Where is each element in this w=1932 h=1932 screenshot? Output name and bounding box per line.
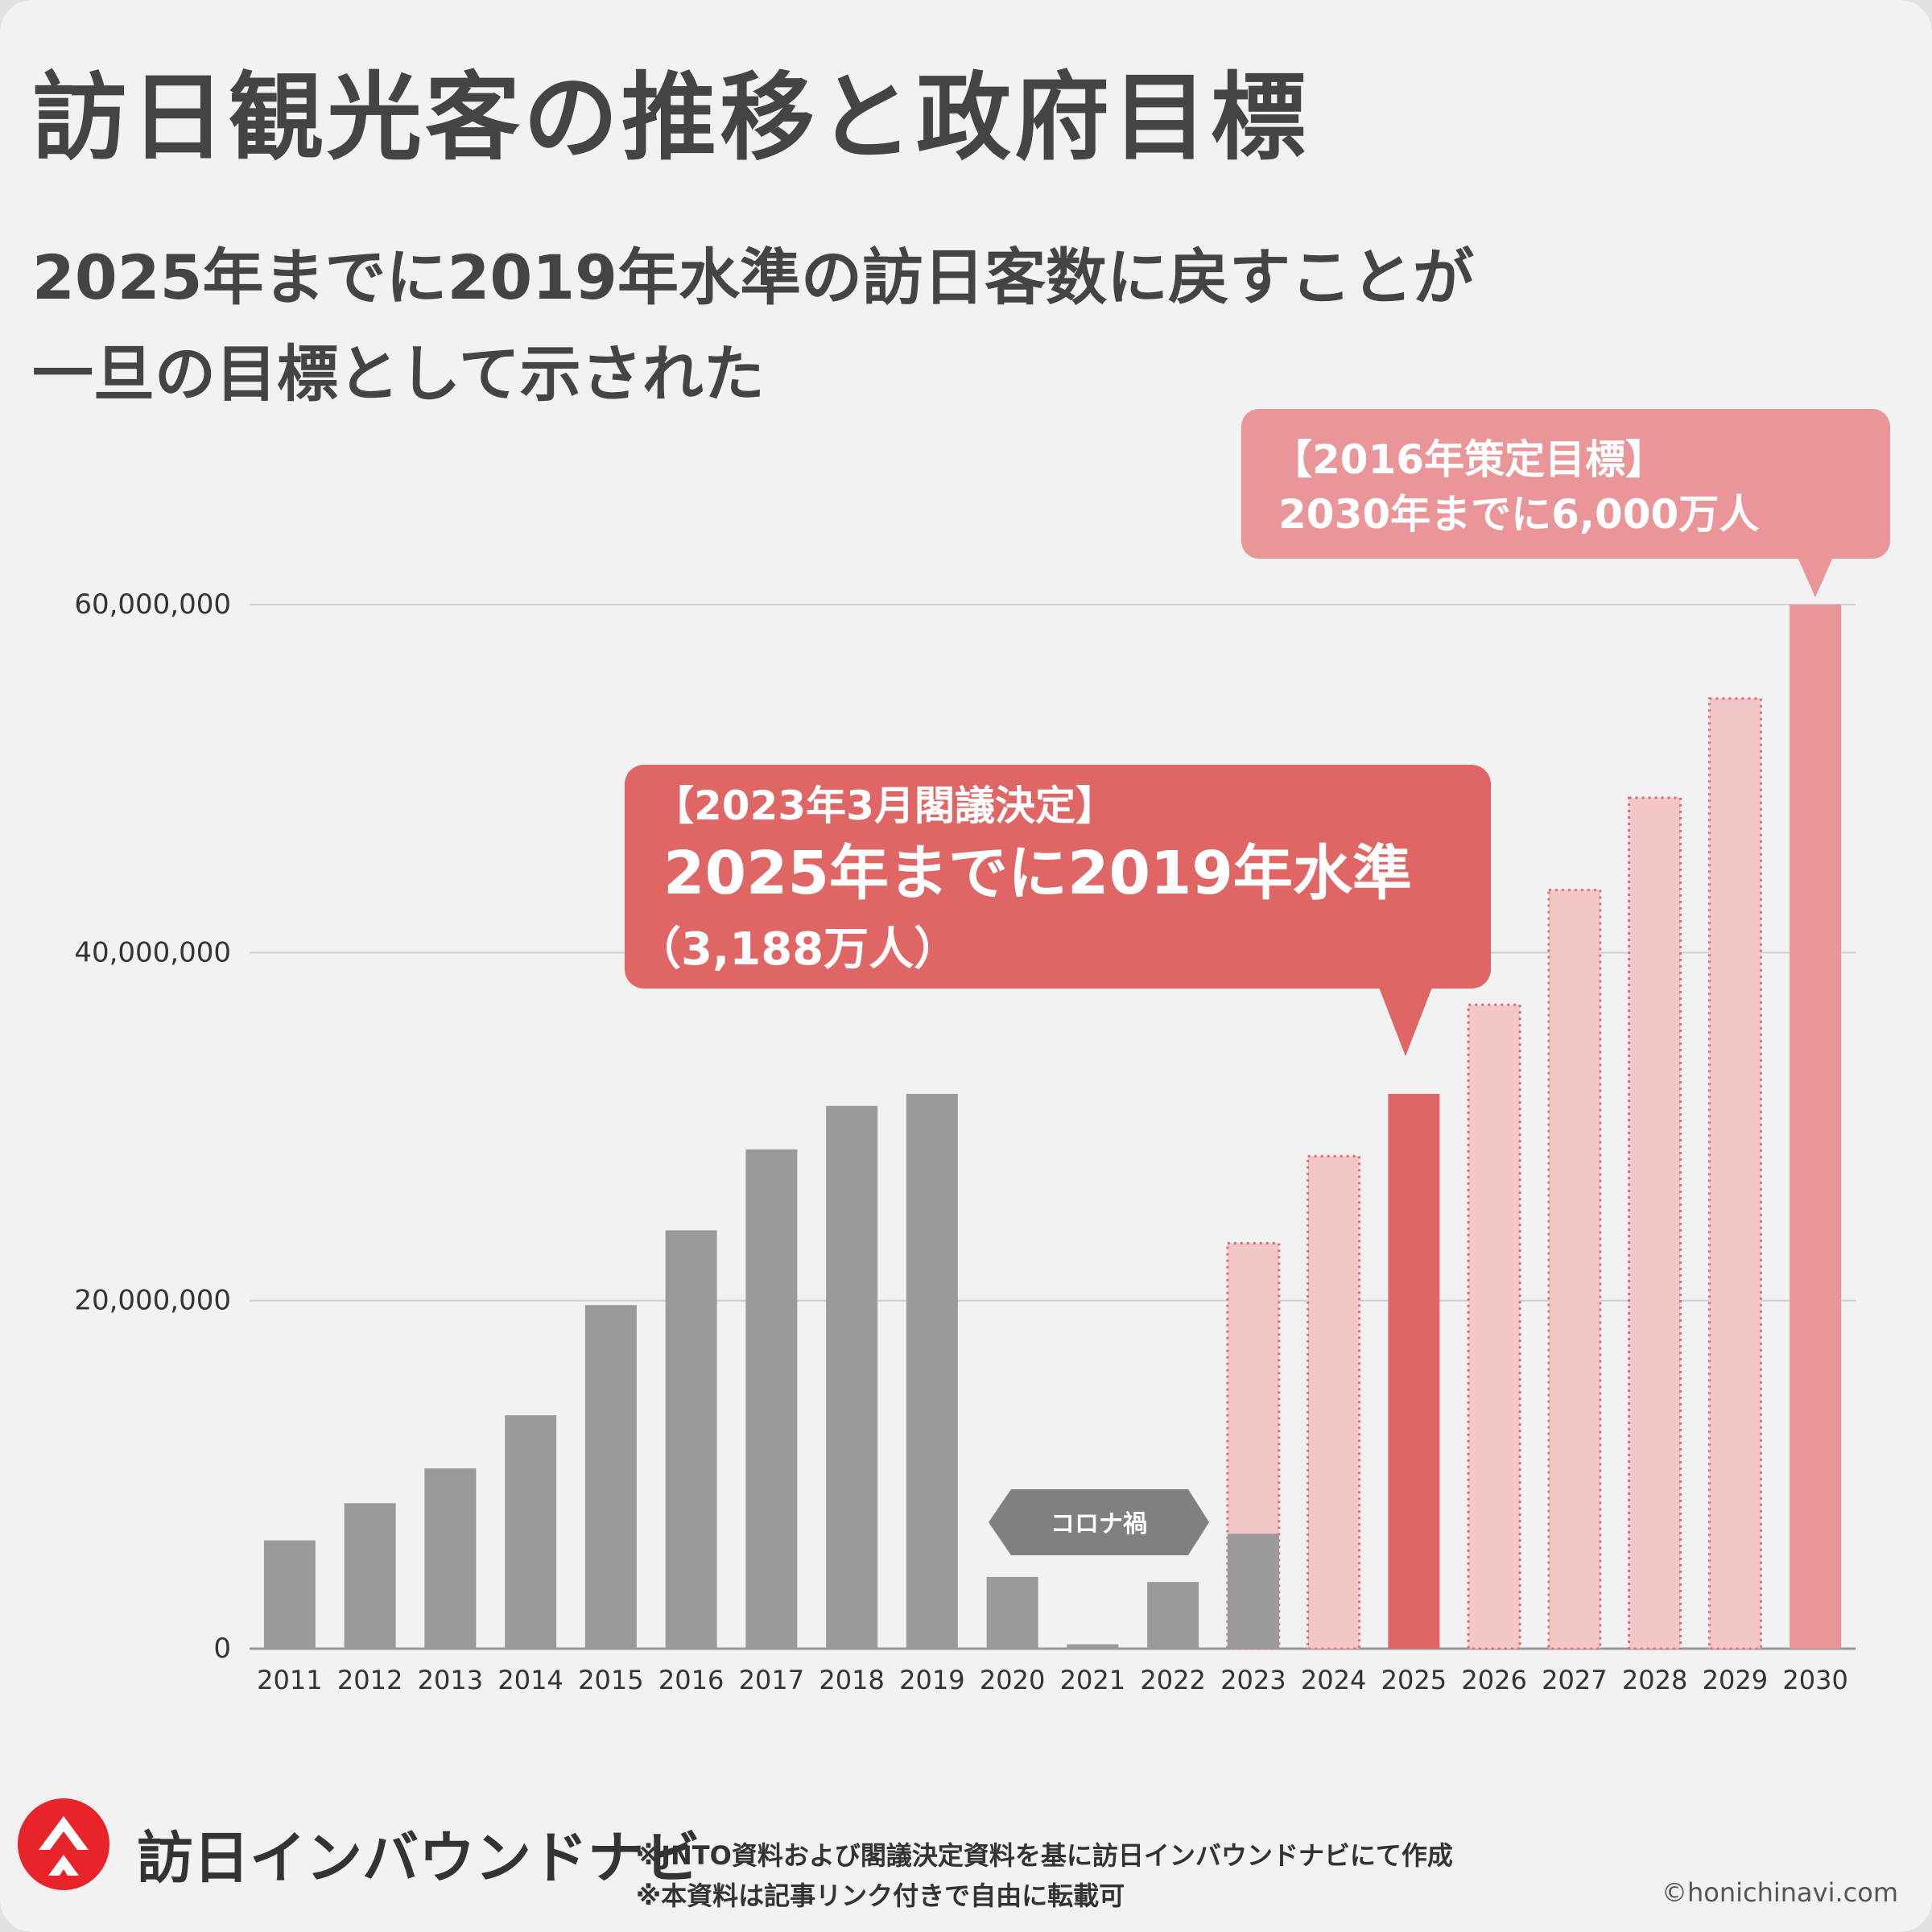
bar-actual-2018 — [826, 1105, 878, 1649]
x-tick-label: 2023 — [1220, 1665, 1286, 1695]
callout-2030-line-1: 【2016年策定目標】 — [1272, 436, 1666, 483]
logo-circle — [18, 1798, 109, 1890]
x-tick-label: 2017 — [739, 1665, 804, 1695]
subtitle-line-1: 2025年までに2019年水準の訪日客数に戻すことが — [32, 242, 1475, 313]
y-tick-label: 0 — [213, 1633, 231, 1665]
bar-actual-2020 — [986, 1576, 1038, 1649]
bar-target-2030-2030 — [1790, 605, 1842, 1649]
covid-label-text: コロナ禍 — [1051, 1510, 1147, 1538]
x-tick-label: 2011 — [257, 1665, 322, 1695]
callout-2030-pointer — [1797, 555, 1834, 597]
x-tick-label: 2026 — [1461, 1665, 1526, 1695]
x-tick-label: 2014 — [497, 1665, 563, 1695]
page-title: 訪日観光客の推移と政府目標 — [32, 62, 1310, 173]
bar-projection-2028 — [1628, 796, 1682, 1650]
copyright: ©honichinavi.com — [1661, 1877, 1898, 1908]
bar-projection-2024 — [1307, 1154, 1361, 1650]
logo-icon — [18, 1798, 109, 1890]
source-note: ※JNTO資料および閣議決定資料を基に訪日インバウンドナビにて作成 — [636, 1840, 1453, 1871]
bars — [263, 605, 1842, 1650]
bar-actual-2015 — [584, 1305, 637, 1649]
x-tick-label: 2020 — [980, 1665, 1045, 1695]
brand-name: 訪日インバウンドナビ — [137, 1825, 700, 1891]
subtitle-line-2: 一旦の目標として示された — [32, 338, 765, 410]
bar-target-2025-2025 — [1388, 1093, 1440, 1649]
logo-chevron — [39, 1816, 89, 1850]
bar-projection-2026 — [1467, 1003, 1521, 1650]
bar-actual-2013 — [424, 1468, 477, 1649]
x-tick-label: 2028 — [1622, 1665, 1687, 1695]
y-axis-ticks: 0 20,000,000 40,000,000 60,000,000 — [74, 588, 231, 1665]
callout-2025-box — [625, 765, 1491, 989]
callout-2025-line-1: 【2023年3月閣議決定】 — [654, 782, 1116, 829]
bar-actual-2019 — [906, 1093, 958, 1649]
x-tick-label: 2015 — [578, 1665, 643, 1695]
x-tick-label: 2029 — [1703, 1665, 1768, 1695]
y-tick-label: 60,000,000 — [74, 588, 231, 621]
callout-2025-line-2: 2025年までに2019年水準 — [663, 839, 1412, 908]
x-tick-label: 2021 — [1060, 1665, 1125, 1695]
callout-2025-pointer — [1378, 985, 1433, 1056]
x-tick-label: 2022 — [1140, 1665, 1205, 1695]
bar-actual-overlay-2023 — [1227, 1534, 1279, 1649]
bar-actual-2012 — [344, 1503, 396, 1649]
bar-actual-2022 — [1147, 1582, 1199, 1649]
x-tick-label: 2013 — [418, 1665, 483, 1695]
bar-actual-2011 — [263, 1540, 316, 1649]
bar-actual-2021 — [1067, 1644, 1119, 1649]
y-tick-label: 20,000,000 — [74, 1285, 231, 1317]
bar-actual-2016 — [665, 1230, 717, 1649]
page-subtitle: 2025年までに2019年水準の訪日客数に戻すことが 一旦の目標として示された — [32, 229, 1474, 423]
bar-actual-2014 — [505, 1415, 557, 1649]
x-axis-ticks: 2011 2012 2013 2014 2015 2016 2017 2018 2019 2020… — [257, 1665, 1848, 1695]
covid-label: コロナ禍 — [989, 1489, 1209, 1555]
bar-projection-2027 — [1547, 889, 1602, 1650]
x-tick-label: 2016 — [658, 1665, 724, 1695]
logo-mark — [48, 1855, 79, 1876]
x-tick-label: 2027 — [1542, 1665, 1607, 1695]
covid-label-shape — [989, 1489, 1209, 1555]
callout-2030-line-2: 2030年までに6,000万人 — [1278, 491, 1759, 538]
callout-2025-target: 【2023年3月閣議決定】 2025年までに2019年水準 （3,188万人） — [625, 765, 1491, 1056]
callout-2030-target: 【2016年策定目標】 2030年までに6,000万人 — [1241, 409, 1890, 597]
y-tick-label: 40,000,000 — [74, 936, 231, 968]
x-tick-label: 2018 — [819, 1665, 884, 1695]
bar-actual-2017 — [745, 1149, 798, 1649]
callout-2025-line-3: （3,188万人） — [636, 923, 959, 976]
reuse-note: ※本資料は記事リンク付きで自由に転載可 — [636, 1880, 1125, 1911]
x-tick-label: 2019 — [899, 1665, 964, 1695]
x-tick-label: 2025 — [1381, 1665, 1447, 1695]
x-tick-label: 2030 — [1782, 1665, 1847, 1695]
bar-projection-2029 — [1707, 697, 1762, 1650]
callout-2030-box — [1241, 409, 1890, 559]
x-tick-label: 2024 — [1301, 1665, 1366, 1695]
x-tick-label: 2012 — [337, 1665, 402, 1695]
